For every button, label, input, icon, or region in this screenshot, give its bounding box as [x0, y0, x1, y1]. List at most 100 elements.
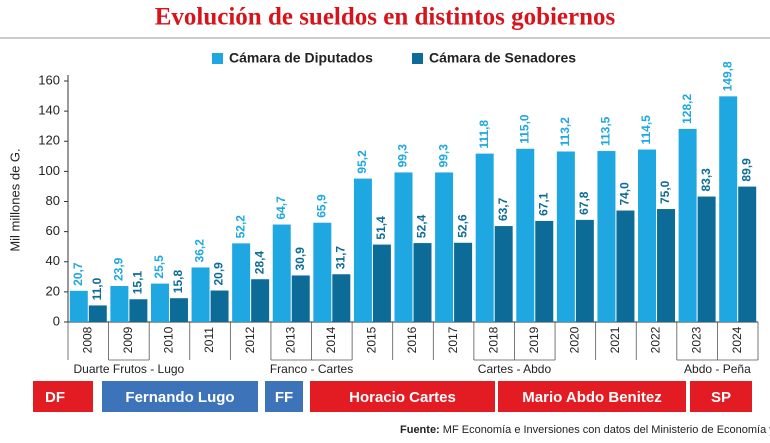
x-tick-label: 2009: [121, 326, 135, 353]
value-label: 30,9: [293, 247, 307, 271]
y-tick-label: 160: [38, 72, 60, 87]
legend-swatch: [412, 53, 423, 64]
value-label: 31,7: [333, 246, 347, 270]
government-band: [498, 381, 686, 412]
value-label: 36,2: [193, 239, 207, 263]
value-label: 113,2: [558, 117, 572, 147]
government-band: [265, 381, 303, 412]
bar: [678, 128, 697, 322]
value-label: 89,9: [739, 158, 753, 182]
value-label: 111,8: [477, 120, 491, 149]
period-label: Franco - Cartes: [270, 362, 353, 376]
value-label: 52,2: [233, 215, 247, 239]
government-band: [690, 381, 752, 412]
y-tick-label: 40: [46, 253, 60, 268]
legend-swatch: [212, 53, 223, 64]
y-tick-label: 60: [46, 223, 60, 238]
bar: [69, 290, 88, 322]
value-label: 64,7: [274, 196, 288, 220]
value-label: 15,8: [171, 270, 185, 294]
x-tick-label: 2016: [405, 326, 419, 353]
government-band: [310, 381, 495, 412]
government-label: Fernando Lugo: [125, 389, 234, 406]
government-label: FF: [275, 389, 293, 406]
bar: [556, 151, 575, 322]
value-label: 20,7: [71, 262, 85, 286]
x-tick-label: 2012: [243, 326, 257, 353]
value-label: 83,3: [699, 168, 713, 192]
y-tick-label: 120: [38, 133, 60, 148]
value-label: 115,0: [517, 114, 531, 144]
value-label: 65,9: [314, 194, 328, 218]
value-label: 74,0: [618, 182, 632, 206]
value-label: 95,2: [355, 150, 369, 174]
x-tick-label: 2014: [324, 326, 338, 353]
bar: [697, 196, 716, 322]
y-tick-label: 20: [46, 283, 60, 298]
bar: [394, 172, 413, 322]
value-label: 99,3: [396, 144, 410, 168]
x-tick-label: 2020: [568, 326, 582, 353]
value-label: 28,4: [252, 251, 266, 275]
value-label: 25,5: [152, 255, 166, 279]
value-label: 149,8: [720, 61, 734, 91]
period-label: Duarte Frutos - Lugo: [74, 362, 185, 376]
legend-label: Cámara de Diputados: [229, 50, 373, 66]
bar: [150, 283, 169, 322]
x-tick-label: 2013: [283, 326, 297, 353]
legend-label: Cámara de Senadores: [429, 50, 576, 66]
government-band: [33, 381, 93, 412]
value-label: 51,4: [374, 216, 388, 240]
bar: [638, 149, 657, 322]
x-tick-label: 2015: [365, 326, 379, 353]
y-tick-label: 80: [46, 193, 60, 208]
bar: [272, 224, 291, 322]
bar: [210, 290, 229, 322]
value-label: 114,5: [639, 115, 653, 145]
value-label: 128,2: [680, 94, 694, 124]
x-tick-label: 2011: [202, 327, 216, 353]
value-label: 23,9: [112, 257, 126, 281]
x-tick-label: 2017: [446, 326, 460, 353]
x-tick-label: 2023: [689, 326, 703, 353]
government-label: DF: [45, 389, 65, 406]
bar: [575, 219, 594, 322]
y-tick-label: 140: [38, 103, 60, 118]
bar: [535, 220, 554, 322]
value-label: 67,1: [536, 192, 550, 216]
bar: [616, 210, 635, 322]
bar: [494, 226, 513, 322]
value-label: 15,1: [131, 271, 145, 295]
bar: [129, 299, 148, 322]
source-label: Fuente:: [400, 424, 440, 436]
bar: [719, 96, 738, 323]
value-label: 20,9: [212, 262, 226, 286]
period-label: Cartes - Abdo: [478, 362, 552, 376]
government-label: SP: [711, 389, 731, 406]
y-tick-label: 0: [53, 313, 60, 328]
x-tick-label: 2021: [608, 326, 622, 353]
period-label: Abdo - Peña: [684, 362, 751, 376]
bar: [88, 305, 107, 322]
value-label: 113,5: [599, 116, 613, 146]
bar: [169, 298, 188, 322]
value-label: 52,4: [415, 214, 429, 238]
source: Fuente: MF Economía e Inversiones con da…: [400, 424, 770, 436]
source-text: MF Economía e Inversiones con datos del …: [443, 424, 770, 436]
bar: [435, 172, 454, 322]
value-label: 99,3: [436, 144, 450, 168]
bar: [372, 244, 391, 322]
value-label: 52,6: [455, 214, 469, 238]
x-tick-label: 2018: [486, 326, 500, 353]
bar: [657, 209, 676, 322]
x-tick-label: 2008: [80, 326, 94, 353]
bar: [454, 242, 473, 322]
bar: [232, 243, 251, 322]
y-axis-label: Mil millones de G.: [7, 148, 22, 251]
chart-title: Evolución de sueldos en distintos gobier…: [155, 4, 616, 31]
value-label: 67,8: [577, 191, 591, 215]
y-tick-label: 100: [38, 163, 60, 178]
x-tick-label: 2024: [730, 326, 744, 353]
bar: [738, 186, 757, 322]
